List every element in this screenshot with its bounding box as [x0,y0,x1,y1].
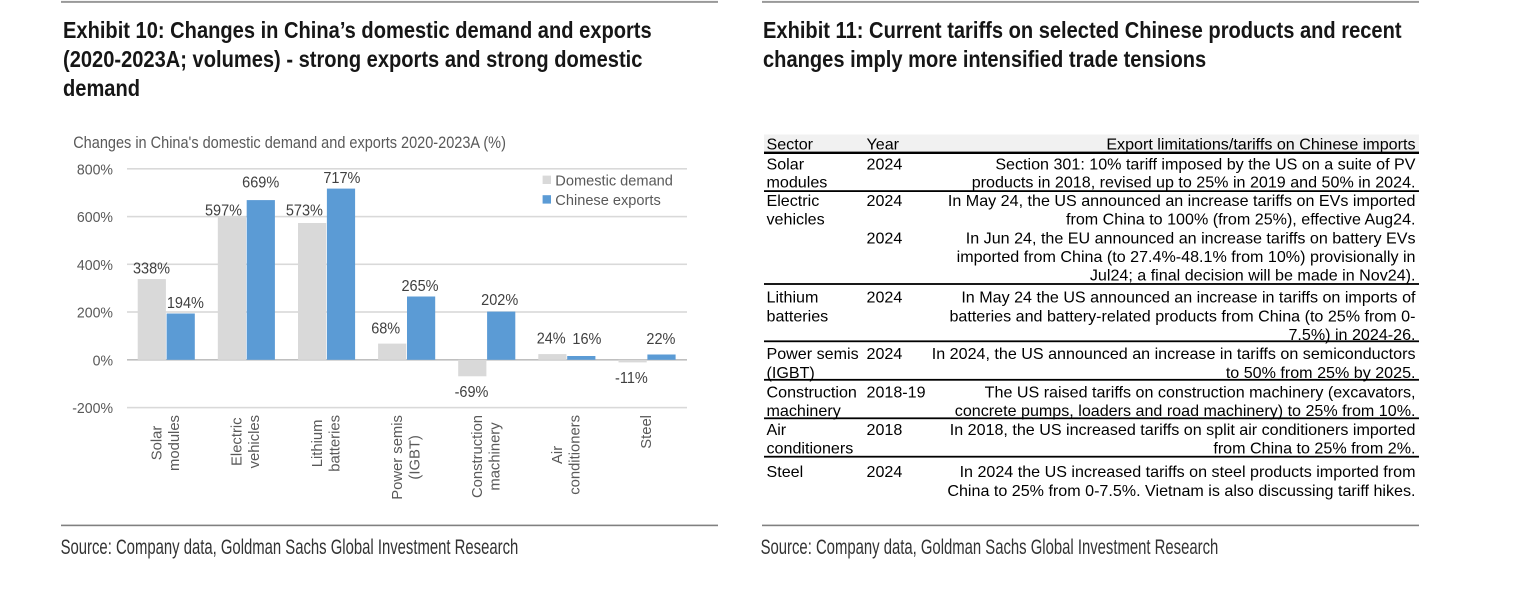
svg-text:products in 2018, revised up t: products in 2018, revised up to 25% in 2… [972,173,1416,191]
svg-text:16%: 16% [572,331,601,349]
svg-text:Domestic demand: Domestic demand [555,173,673,189]
svg-text:Lithium: Lithium [310,420,326,468]
svg-text:vehicles: vehicles [767,211,825,229]
svg-text:717%: 717% [323,170,360,188]
svg-text:2024: 2024 [867,289,903,307]
svg-text:200%: 200% [77,305,113,322]
svg-text:Construction: Construction [470,415,486,498]
svg-text:2018-19: 2018-19 [867,384,926,402]
svg-text:from China to 100% (from 25%),: from China to 100% (from 25%), effective… [1066,211,1415,229]
svg-text:338%: 338% [133,260,170,278]
svg-text:194%: 194% [167,295,204,313]
svg-text:800%: 800% [77,162,113,179]
svg-text:conditioners: conditioners [767,440,854,458]
svg-text:265%: 265% [401,278,438,296]
svg-text:-11%: -11% [615,369,648,387]
svg-text:2018: 2018 [867,421,903,439]
svg-text:machinery: machinery [767,402,842,420]
svg-text:Changes in China's domestic de: Changes in China's domestic demand and e… [73,134,506,152]
svg-text:(IGBT): (IGBT) [407,435,423,479]
svg-text:Air: Air [767,421,787,439]
svg-text:batteries: batteries [327,415,343,472]
svg-text:22%: 22% [646,331,675,349]
svg-text:In 2024, the US announced an i: In 2024, the US announced an increase in… [932,345,1416,363]
svg-text:Sector: Sector [767,135,814,153]
svg-text:Jul24; a final decision will b: Jul24; a final decision will be made in … [1090,267,1416,285]
svg-text:68%: 68% [371,320,400,338]
svg-text:Electric: Electric [230,417,246,466]
svg-text:Lithium: Lithium [767,289,819,307]
svg-text:(2020-2023A; volumes) - strong: (2020-2023A; volumes) - strong exports a… [63,46,642,73]
svg-text:In 2024 the US increased tarif: In 2024 the US increased tariffs on stee… [960,463,1416,481]
svg-text:changes imply more intensified: changes imply more intensified trade ten… [763,46,1206,73]
svg-text:Source: Company data, Goldman: Source: Company data, Goldman Sachs Glob… [61,536,519,559]
svg-text:Source: Company data, Goldman: Source: Company data, Goldman Sachs Glob… [761,536,1219,559]
svg-text:Steel: Steel [767,463,804,481]
svg-text:China to 25% from 0-7.5%. Viet: China to 25% from 0-7.5%. Vietnam is als… [947,482,1415,500]
svg-text:conditioners: conditioners [568,415,584,495]
svg-text:24%: 24% [537,330,566,348]
svg-text:2024: 2024 [867,192,903,210]
svg-text:Electric: Electric [767,192,820,210]
svg-text:The US raised tariffs on const: The US raised tariffs on construction ma… [985,384,1416,402]
svg-text:-200%: -200% [72,401,113,418]
svg-text:400%: 400% [77,257,113,274]
svg-text:Year: Year [867,135,900,153]
svg-text:vehicles: vehicles [247,415,263,468]
svg-text:modules: modules [167,415,183,471]
svg-text:to 50% from 25% by 2025.: to 50% from 25% by 2025. [1226,364,1416,382]
svg-text:Solar: Solar [150,426,166,461]
svg-text:2024: 2024 [867,345,903,363]
svg-text:573%: 573% [286,202,323,220]
svg-text:-69%: -69% [455,384,489,402]
svg-text:669%: 669% [242,174,279,192]
svg-text:2024: 2024 [867,156,903,174]
svg-text:modules: modules [767,173,828,191]
svg-text:batteries: batteries [767,307,829,325]
svg-text:7.5%) in 2024-26.: 7.5%) in 2024-26. [1288,326,1415,344]
svg-text:demand: demand [63,75,140,102]
svg-text:202%: 202% [481,292,518,310]
svg-text:Power semis: Power semis [767,345,859,363]
svg-text:Solar: Solar [767,156,805,174]
svg-text:Air: Air [550,446,566,464]
svg-text:Export limitations/tariffs on: Export limitations/tariffs on Chinese im… [1106,135,1415,153]
svg-text:In May 24, the US announced an: In May 24, the US announced an increase … [948,192,1416,210]
svg-text:600%: 600% [77,210,113,227]
svg-text:imported from China (to 27.4%-: imported from China (to 27.4%-48.1% from… [957,248,1416,266]
svg-text:machinery: machinery [488,422,504,491]
svg-text:Power semis: Power semis [390,415,406,500]
svg-text:2024: 2024 [867,463,903,481]
svg-text:Steel: Steel [639,415,655,449]
svg-text:(IGBT): (IGBT) [767,364,815,382]
svg-text:2024: 2024 [867,229,903,247]
svg-text:Construction: Construction [767,384,857,402]
svg-text:In 2018, the US increased tari: In 2018, the US increased tariffs on spl… [950,421,1416,439]
svg-text:Section 301: 10% tariff impose: Section 301: 10% tariff imposed by the U… [995,156,1415,174]
svg-text:597%: 597% [205,202,242,220]
svg-text:batteries and battery-related: batteries and battery-related products f… [949,307,1415,325]
svg-text:from China to 25% from 2%.: from China to 25% from 2%. [1213,440,1415,458]
svg-text:In May 24 the US announced an: In May 24 the US announced an increase i… [961,289,1416,307]
svg-text:Chinese exports: Chinese exports [555,193,660,209]
svg-text:0%: 0% [93,353,113,370]
svg-text:concrete pumps, loaders and ro: concrete pumps, loaders and road machine… [955,402,1416,420]
svg-text:In Jun 24, the EU announced an: In Jun 24, the EU announced an increase … [966,229,1416,247]
svg-text:Exhibit 11: Current tariffs on: Exhibit 11: Current tariffs on selected … [763,17,1402,44]
svg-text:Exhibit 10: Changes in China’s: Exhibit 10: Changes in China’s domestic … [63,17,652,44]
